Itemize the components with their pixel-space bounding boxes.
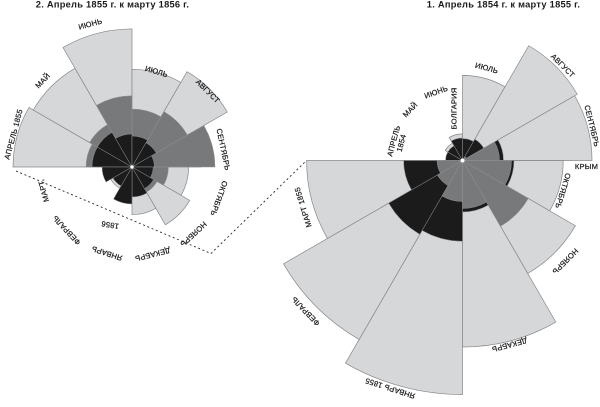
svg-text:1. Апрель 1854 г. к марту 1855: 1. Апрель 1854 г. к марту 1855 г. <box>427 0 580 10</box>
svg-text:1856: 1856 <box>101 219 120 231</box>
svg-text:КРЫМ: КРЫМ <box>575 162 598 171</box>
svg-text:БОЛГАРИЯ: БОЛГАРИЯ <box>450 88 459 130</box>
svg-text:2. Апрель 1855 г. к марту 1856: 2. Апрель 1855 г. к марту 1856 г. <box>36 0 189 10</box>
